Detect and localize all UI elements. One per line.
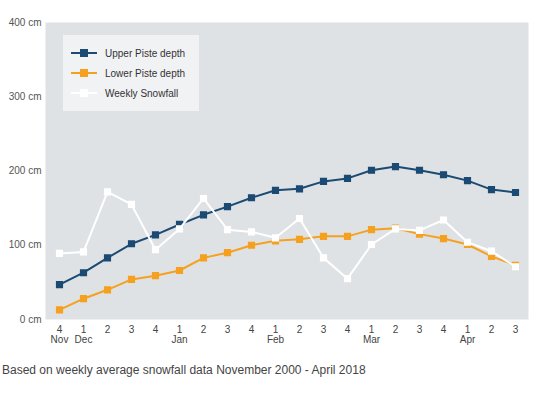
- svg-text:2: 2: [393, 324, 399, 335]
- svg-text:3: 3: [129, 324, 135, 335]
- svg-text:2: 2: [297, 324, 303, 335]
- svg-text:3: 3: [225, 324, 231, 335]
- svg-text:4: 4: [153, 324, 159, 335]
- svg-text:300 cm: 300 cm: [9, 91, 42, 102]
- svg-text:2: 2: [105, 324, 111, 335]
- svg-text:1Dec: 1Dec: [75, 324, 93, 345]
- svg-text:1Feb: 1Feb: [267, 324, 285, 345]
- html-text:Weekly Snowfall: Weekly Snowfall: [105, 87, 179, 99]
- svg-text:3: 3: [417, 324, 423, 335]
- svg-text:100 cm: 100 cm: [9, 239, 42, 250]
- svg-text:3: 3: [513, 324, 519, 335]
- svg-text:1Apr: 1Apr: [460, 324, 476, 345]
- svg-text:3: 3: [321, 324, 327, 335]
- svg-text:1Mar: 1Mar: [363, 324, 381, 345]
- html-text:Upper Piste depth: Upper Piste depth: [105, 47, 186, 59]
- html-text:Based on weekly average snowfa: Based on weekly average snowfall data No…: [2, 363, 366, 377]
- svg-text:1Jan: 1Jan: [171, 324, 187, 345]
- svg-text:200 cm: 200 cm: [9, 165, 42, 176]
- svg-text:4: 4: [441, 324, 447, 335]
- svg-text:0 cm: 0 cm: [20, 314, 42, 325]
- svg-text:2: 2: [489, 324, 495, 335]
- svg-text:4Nov: 4Nov: [51, 324, 69, 345]
- svg-text:4: 4: [345, 324, 351, 335]
- svg-text:4: 4: [249, 324, 255, 335]
- html-text:Lower Piste depth: Lower Piste depth: [105, 67, 186, 79]
- svg-text:400 cm: 400 cm: [9, 17, 42, 28]
- svg-text:2: 2: [201, 324, 207, 335]
